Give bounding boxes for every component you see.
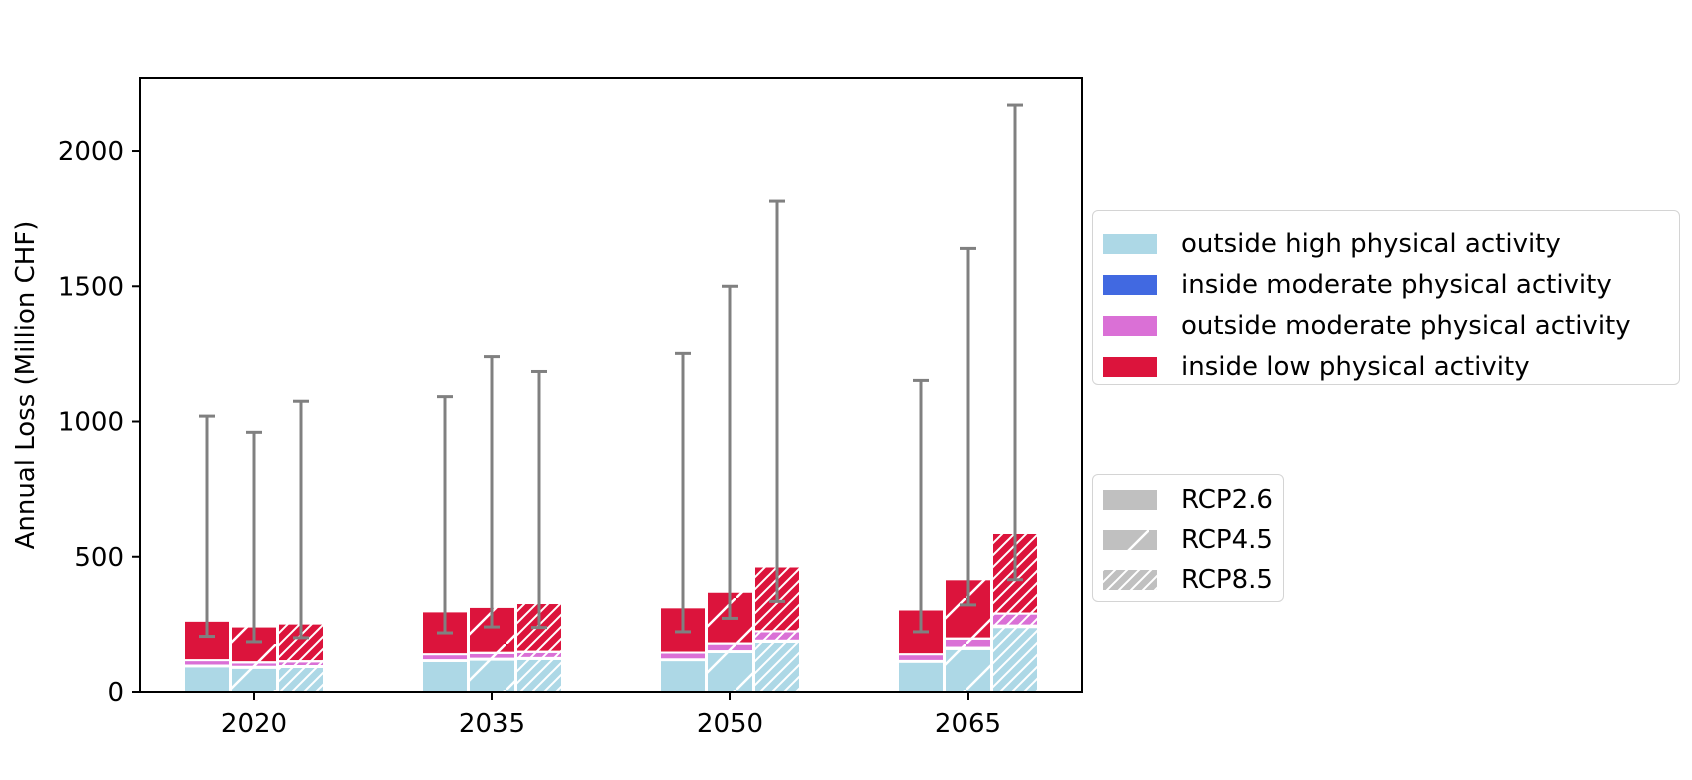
legend-swatch (1103, 275, 1157, 295)
bar-segment-outside-high-physical-activity-2020-RCP26 (183, 665, 231, 693)
x-tick-label-2065: 2065 (935, 709, 1001, 739)
bar-segment-outside-high-physical-activity-2020-RCP45-hatch (230, 666, 278, 693)
x-axis: 2020 2035 2050 2065 (221, 692, 1001, 739)
bar-segment-outside-moderate-physical-activity-2065-RCP26 (897, 653, 945, 662)
error-bars-layer (199, 103, 1023, 644)
legend-item-RCP26: RCP2.6 (1103, 485, 1273, 515)
bar-segment-outside-high-physical-activity-2035-RCP45-hatch (468, 658, 516, 694)
y-tick-label-0: 0 (107, 678, 124, 708)
x-tick-label-2050: 2050 (697, 709, 763, 739)
legend-label: RCP2.6 (1181, 485, 1273, 515)
error-bar-2065-RCP26 (913, 378, 929, 634)
legend-label: inside moderate physical activity (1181, 270, 1612, 300)
bar-segment-outside-moderate-physical-activity-2065-RCP45-hatch (944, 637, 992, 649)
legend-item-outside-moderate-physical-activity: outside moderate physical activity (1103, 311, 1631, 341)
y-tick-label-1500: 1500 (58, 272, 124, 302)
y-tick-label-2000: 2000 (58, 137, 124, 167)
legend-label: inside low physical activity (1181, 352, 1530, 382)
y-tick-label-1000: 1000 (58, 408, 124, 438)
bar-segment-outside-high-physical-activity-2050-RCP45-hatch (706, 650, 754, 693)
bar-segment-outside-moderate-physical-activity-2050-RCP45-hatch (706, 642, 754, 653)
error-bar-2020-RCP45 (246, 430, 262, 644)
legend-hatch-swatch (1103, 570, 1157, 590)
legend-swatch (1103, 316, 1157, 336)
bar-segment-outside-high-physical-activity-2035-RCP26 (421, 659, 469, 694)
error-bar-2065-RCP45 (960, 246, 976, 607)
bar-segment-outside-high-physical-activity-2035-RCP85-hatch (515, 657, 563, 694)
error-bar-2035-RCP26 (437, 395, 453, 635)
legend-label: outside high physical activity (1181, 229, 1561, 259)
bar-segment-outside-high-physical-activity-2065-RCP85-hatch (991, 626, 1039, 693)
legend-item-inside-low-physical-activity: inside low physical activity (1103, 352, 1530, 382)
error-bar-2020-RCP85 (293, 399, 309, 640)
bar-segment-outside-high-physical-activity-2020-RCP85-hatch (277, 665, 325, 693)
error-bar-2050-RCP45 (722, 284, 738, 620)
bar-segment-outside-moderate-physical-activity-2065-RCP85-hatch (991, 612, 1039, 627)
x-tick-label-2020: 2020 (221, 709, 287, 739)
error-bar-2065-RCP85 (1007, 103, 1023, 582)
legend-label: RCP8.5 (1181, 565, 1273, 595)
bar-segment-outside-high-physical-activity-2065-RCP45-hatch (944, 647, 992, 694)
error-bar-2050-RCP26 (675, 351, 691, 634)
bars-layer (183, 531, 1039, 694)
legend-swatch (1103, 234, 1157, 254)
legend-item-RCP45: RCP4.5 (1103, 525, 1273, 555)
legend-label: RCP4.5 (1181, 525, 1273, 555)
y-tick-label-500: 500 (74, 543, 124, 573)
legend-label: outside moderate physical activity (1181, 311, 1631, 341)
legend-hatch-swatch (1103, 530, 1157, 550)
legend-swatch (1103, 357, 1157, 377)
bar-segment-outside-moderate-physical-activity-2050-RCP85-hatch (753, 630, 801, 642)
legend-item-outside-high-physical-activity: outside high physical activity (1103, 229, 1561, 259)
y-axis-label: Annual Loss (Million CHF) (11, 221, 41, 550)
y-axis: 0 500 1000 1500 2000 (58, 137, 140, 708)
plot-frame (139, 77, 1083, 693)
legend-scenarios: RCP2.6 RCP4.5 RCP8.5 (1092, 474, 1284, 602)
bar-segment-outside-high-physical-activity-2065-RCP26 (897, 660, 945, 694)
bar-segment-outside-high-physical-activity-2050-RCP26 (659, 659, 707, 694)
error-bar-2050-RCP85 (769, 199, 785, 603)
error-bar-2035-RCP85 (531, 369, 547, 630)
error-bar-2035-RCP45 (484, 355, 500, 629)
error-bar-2020-RCP26 (199, 414, 215, 639)
legend-item-RCP85: RCP8.5 (1103, 565, 1273, 595)
bar-segment-outside-high-physical-activity-2050-RCP85-hatch (753, 640, 801, 693)
legend-series: outside high physical activity inside mod… (1092, 210, 1680, 385)
bar-segment-outside-moderate-physical-activity-2050-RCP26 (659, 651, 707, 661)
legend-hatch-swatch (1103, 490, 1157, 510)
x-tick-label-2035: 2035 (459, 709, 525, 739)
legend-item-inside-moderate-physical-activity: inside moderate physical activity (1103, 270, 1612, 300)
